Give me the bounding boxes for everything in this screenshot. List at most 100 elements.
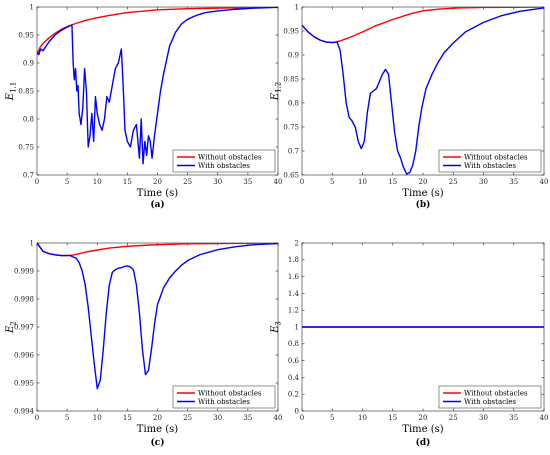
x-tick-label: 10 xyxy=(358,178,367,186)
y-tick-label: 1.6 xyxy=(288,273,300,281)
x-tick-label: 40 xyxy=(274,178,283,186)
plot-area-b xyxy=(301,6,545,176)
x-tick-label: 40 xyxy=(540,178,549,186)
x-tick-label: 40 xyxy=(540,414,549,422)
x-tick-label: 30 xyxy=(479,414,488,422)
x-axis-label: Time (s) xyxy=(137,424,178,435)
panel-caption: (d) xyxy=(416,437,431,448)
y-axis-label: E3 xyxy=(270,321,283,334)
y-axis-label-subscript: 1,2 xyxy=(275,82,283,93)
y-tick-label: 1 xyxy=(295,323,299,331)
y-tick-label: 0.95 xyxy=(18,31,34,39)
y-tick-label: 2 xyxy=(295,239,299,247)
legend-box xyxy=(438,149,542,173)
y-axis-label-subscript: 3 xyxy=(275,321,283,325)
x-tick-label: 5 xyxy=(65,414,69,422)
x-tick-label: 20 xyxy=(419,178,428,186)
plot-area-c xyxy=(36,242,279,412)
y-tick-label: 0.998 xyxy=(14,295,34,303)
y-tick-label: 1.2 xyxy=(288,307,299,315)
x-tick-label: 5 xyxy=(65,178,69,186)
x-axis-label: Time (s) xyxy=(402,424,443,435)
x-tick-label: 5 xyxy=(330,414,334,422)
x-tick-label: 15 xyxy=(388,414,397,422)
x-tick-label: 20 xyxy=(153,178,162,186)
y-tick-label: 0.4 xyxy=(288,374,300,382)
y-tick-label: 0.85 xyxy=(18,87,34,95)
y-axis-label: E2 xyxy=(5,321,18,334)
x-axis-label: Time (s) xyxy=(402,188,443,199)
x-tick-label: 0 xyxy=(300,414,304,422)
legend-label: Without obstacles xyxy=(198,389,262,397)
y-axis-label-subscript: 1,1 xyxy=(10,82,18,93)
y-tick-label: 0.6 xyxy=(288,357,300,365)
x-tick-label: 25 xyxy=(183,414,192,422)
x-tick-label: 30 xyxy=(213,178,222,186)
y-axis-label: E1,1 xyxy=(5,82,18,101)
y-tick-label: 0.8 xyxy=(288,340,299,348)
y-tick-label: 0.996 xyxy=(14,351,35,359)
x-tick-label: 25 xyxy=(183,178,192,186)
y-tick-label: 1.8 xyxy=(288,256,299,264)
x-tick-label: 10 xyxy=(93,178,102,186)
y-tick-label: 0.75 xyxy=(18,143,34,151)
x-tick-label: 35 xyxy=(509,414,518,422)
x-tick-label: 40 xyxy=(274,414,283,422)
panel-b: 0 5 10 15 20 25 30 35 400.650.70.750.80.850.90.9… xyxy=(270,3,548,210)
y-tick-label: 1 xyxy=(30,239,34,247)
legend-label: With obstacles xyxy=(198,162,250,170)
panel-d: 0 5 10 15 20 25 30 35 40 0 0.2 0.4 0.6 0.8 1 1.2 1.4 1.6 1… xyxy=(270,239,548,448)
y-axis-label-main: E xyxy=(270,325,281,334)
panel-a: 0 5 10 15 20 25 30 35 40 0.7 0.75 0.8 0.85 0.9 0.95 1 Ti… xyxy=(5,3,282,210)
x-tick-label: 0 xyxy=(35,178,39,186)
x-tick-label: 0 xyxy=(300,178,304,186)
y-axis-label-subscript: 2 xyxy=(10,321,18,325)
y-tick-label: 0.999 xyxy=(14,267,34,275)
legend-label: Without obstacles xyxy=(464,389,528,397)
y-tick-label: 0.85 xyxy=(283,75,299,83)
x-tick-label: 25 xyxy=(449,414,458,422)
series-line-with-obstacles xyxy=(37,243,278,390)
legend-label: With obstacles xyxy=(464,398,516,406)
x-tick-label: 15 xyxy=(123,178,132,186)
y-tick-label: 0.7 xyxy=(23,171,34,179)
y-axis-label-main: E xyxy=(5,92,16,101)
legend-box xyxy=(172,385,276,409)
y-tick-label: 0.75 xyxy=(283,123,299,131)
x-tick-label: 15 xyxy=(388,178,397,186)
y-tick-label: 0.9 xyxy=(23,59,34,67)
y-tick-label: 0.995 xyxy=(14,379,34,387)
y-tick-label: 1.4 xyxy=(288,290,300,298)
x-tick-label: 20 xyxy=(153,414,162,422)
series-line-with-obstacles xyxy=(302,7,544,175)
x-tick-label: 25 xyxy=(449,178,458,186)
legend-label: Without obstacles xyxy=(198,153,262,161)
y-axis-label-main: E xyxy=(5,325,16,334)
y-axis-label: E1,2 xyxy=(270,82,283,101)
x-tick-label: 35 xyxy=(243,414,252,422)
x-tick-label: 30 xyxy=(479,178,488,186)
y-tick-label: 1 xyxy=(295,3,299,11)
x-tick-label: 35 xyxy=(509,178,518,186)
y-axis-label-main: E xyxy=(270,92,281,101)
legend-box xyxy=(172,149,276,173)
x-tick-label: 35 xyxy=(243,178,252,186)
x-tick-label: 0 xyxy=(35,414,39,422)
y-tick-label: 0.2 xyxy=(288,391,299,399)
y-tick-label: 0.7 xyxy=(288,147,299,155)
panel-caption: (c) xyxy=(151,437,165,448)
legend-label: With obstacles xyxy=(198,398,250,406)
y-tick-label: 0.65 xyxy=(283,171,299,179)
series-line-without-obstacles xyxy=(37,7,278,55)
x-tick-label: 10 xyxy=(93,414,102,422)
x-tick-label: 20 xyxy=(419,414,428,422)
panel-c: 0 5 10 15 20 25 30 35 40 0.994 0.995 0.996 0.997 0.99… xyxy=(5,239,282,448)
x-axis-label: Time (s) xyxy=(137,188,178,199)
y-tick-label: 0.8 xyxy=(23,115,34,123)
y-tick-label: 0.8 xyxy=(288,99,299,107)
legend-box xyxy=(438,385,542,409)
